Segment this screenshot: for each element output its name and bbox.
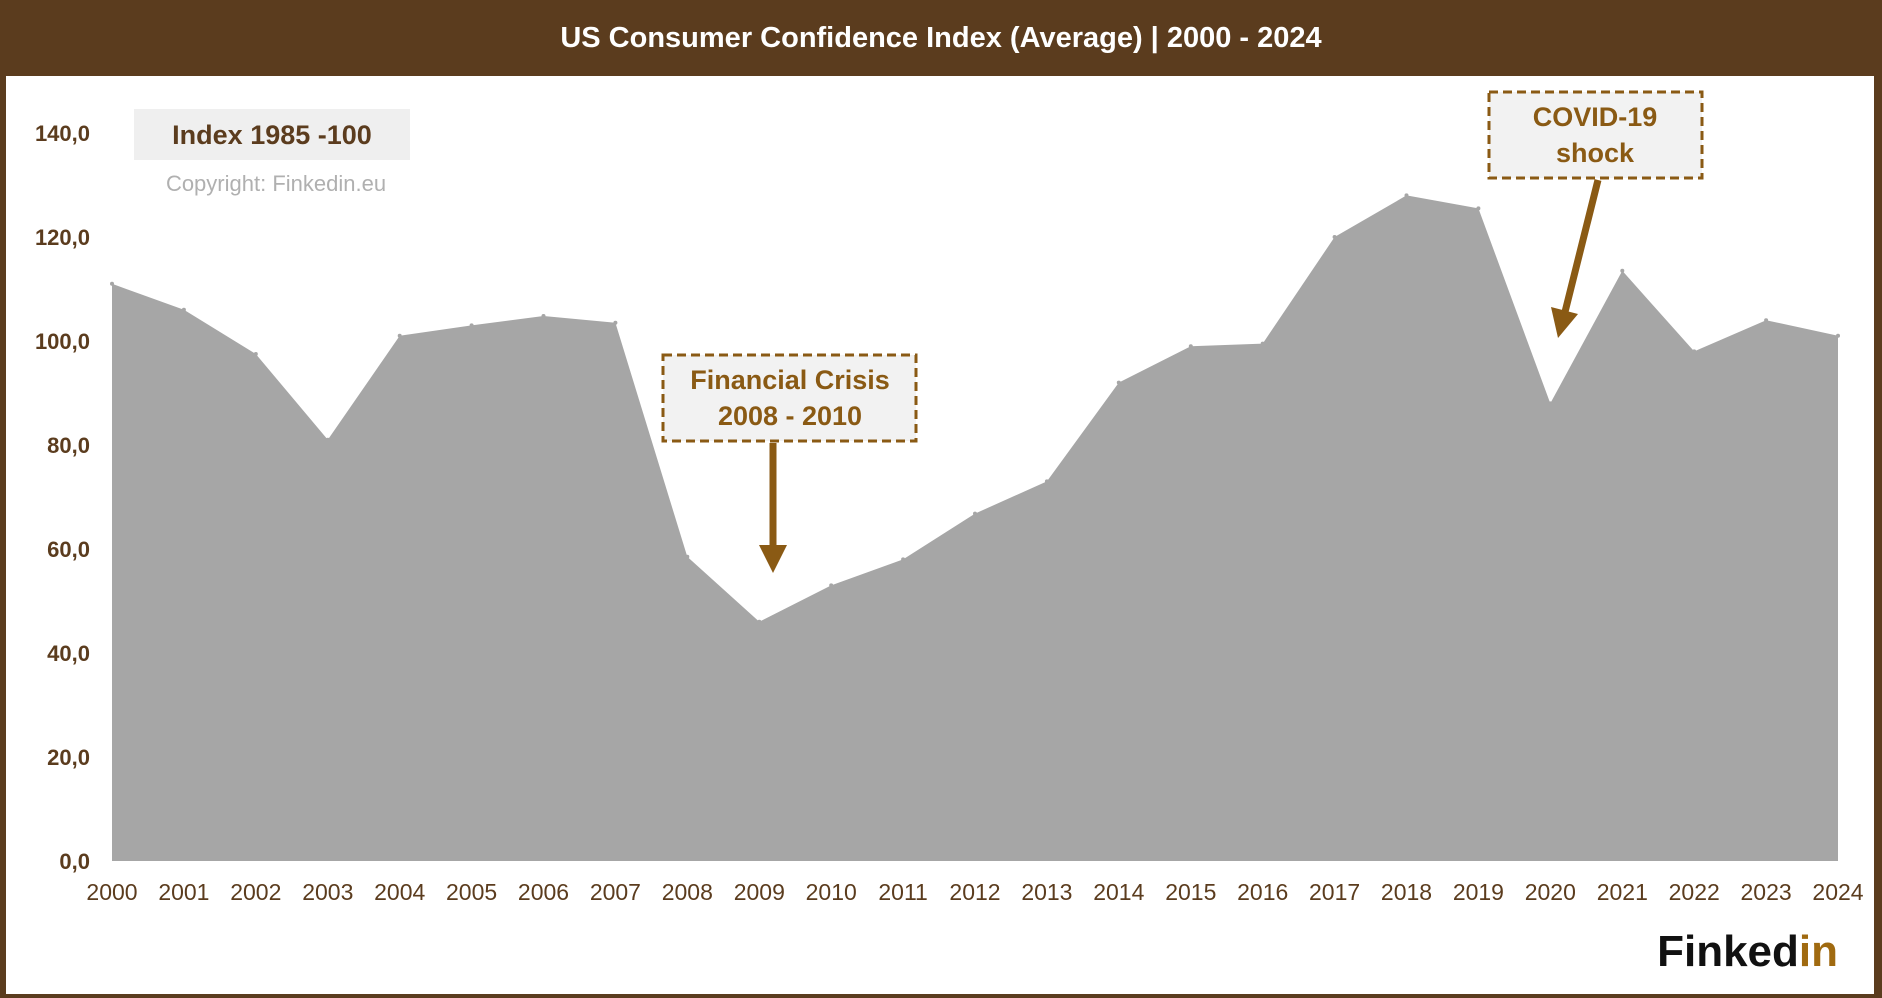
data-point-2011 (901, 557, 906, 562)
data-point-2024 (1836, 333, 1840, 338)
financial-crisis-box (661, 353, 918, 443)
data-point-2002 (253, 352, 258, 356)
x-tick-label: 2019 (1453, 879, 1504, 905)
y-tick-label: 60,0 (47, 537, 90, 562)
data-point-2005 (469, 323, 474, 328)
chart-title: US Consumer Confidence Index (Average) |… (560, 21, 1322, 54)
data-point-2022 (1692, 349, 1697, 354)
y-tick-label: 80,0 (47, 433, 90, 458)
logo-text-dark: Finked (1657, 927, 1799, 976)
financial-crisis-line2: 2008 - 2010 (718, 401, 862, 431)
area-layer (110, 193, 1840, 861)
y-tick-label: 100,0 (35, 329, 90, 354)
logo-text-accent: in (1799, 927, 1838, 976)
y-tick-label: 20,0 (47, 745, 90, 770)
x-axis-ticks: 2000 2001 2002 2003 2004 2005 2006 2007 2008 2009… (86, 879, 1863, 905)
financial-crisis-line1: Financial Crisis (690, 365, 890, 395)
covid-box (1487, 90, 1704, 180)
x-tick-label: 2023 (1741, 879, 1792, 905)
data-point-2015 (1188, 344, 1193, 349)
data-point-2019 (1476, 206, 1481, 211)
data-point-2000 (110, 281, 114, 286)
data-point-2014 (1116, 380, 1121, 385)
x-tick-label: 2010 (806, 879, 857, 905)
x-tick-label: 2004 (374, 879, 425, 905)
covid-line2: shock (1556, 138, 1635, 168)
x-tick-label: 2020 (1525, 879, 1576, 905)
x-tick-label: 2015 (1165, 879, 1216, 905)
x-tick-label: 2017 (1309, 879, 1360, 905)
data-point-2017 (1332, 235, 1337, 239)
x-tick-label: 2018 (1381, 879, 1432, 905)
data-point-2008 (685, 554, 690, 559)
x-tick-label: 2013 (1021, 879, 1072, 905)
x-tick-label: 2006 (518, 879, 569, 905)
x-tick-label: 2011 (878, 879, 927, 905)
covid-arrow (1551, 179, 1602, 338)
data-point-2010 (829, 583, 834, 588)
x-tick-label: 2012 (949, 879, 1000, 905)
x-tick-label: 2008 (662, 879, 713, 905)
x-tick-label: 2002 (230, 879, 281, 905)
data-point-2004 (397, 333, 402, 338)
covid-line1: COVID-19 (1533, 102, 1658, 132)
x-tick-label: 2005 (446, 879, 497, 905)
x-tick-label: 2007 (590, 879, 641, 905)
y-tick-label: 140,0 (35, 121, 90, 146)
x-tick-label: 2022 (1669, 879, 1720, 905)
data-point-2023 (1764, 318, 1769, 323)
x-tick-label: 2014 (1093, 879, 1144, 905)
data-point-2013 (1044, 479, 1049, 484)
x-tick-label: 2003 (302, 879, 353, 905)
data-point-2009 (757, 619, 762, 624)
data-point-2020 (1548, 401, 1553, 406)
x-tick-label: 2009 (734, 879, 785, 905)
data-point-2007 (613, 320, 618, 325)
data-point-2001 (181, 307, 186, 312)
data-point-2006 (541, 314, 546, 318)
y-tick-label: 120,0 (35, 225, 90, 250)
x-tick-label: 2001 (158, 879, 209, 905)
financial-crisis-arrow (759, 443, 787, 573)
x-tick-label: 2021 (1597, 879, 1648, 905)
data-point-2021 (1620, 268, 1625, 273)
copyright-text: Copyright: Finkedin.eu (166, 171, 386, 196)
legend-label: Index 1985 -100 (172, 120, 372, 150)
series-area (112, 195, 1838, 861)
x-tick-label: 2024 (1812, 879, 1863, 905)
data-point-2003 (325, 437, 330, 442)
legend-box (134, 109, 410, 160)
x-tick-label: 2016 (1237, 879, 1288, 905)
finkedin-logo: Finkedin (1657, 927, 1838, 976)
data-point-2012 (973, 511, 977, 516)
y-tick-label: 40,0 (47, 641, 90, 666)
x-tick-label: 2000 (86, 879, 137, 905)
data-point-2018 (1404, 193, 1409, 198)
data-point-2016 (1260, 341, 1265, 346)
y-axis-ticks: 0,0 20,0 40,0 60,0 80,0 100,0 120,0 140,0 (35, 121, 90, 874)
y-tick-label: 0,0 (59, 849, 90, 874)
